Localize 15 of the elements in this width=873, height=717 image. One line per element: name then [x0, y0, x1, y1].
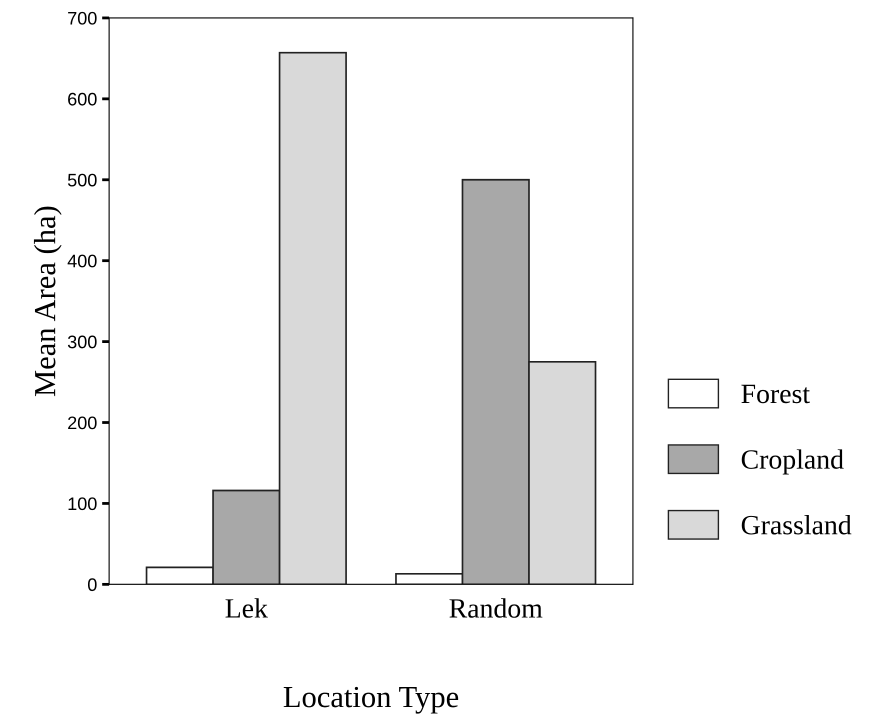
legend-label: Cropland: [742, 449, 844, 475]
y-tick-label: 700: [68, 12, 97, 25]
legend-label: Grassland: [742, 514, 852, 534]
y-tick-label: 100: [68, 497, 97, 510]
y-tick-label: 300: [68, 336, 97, 348]
y-axis-title: Mean Area (ha): [34, 206, 62, 396]
y-tick-label: 200: [68, 416, 97, 430]
x-tick-label: Random: [449, 598, 542, 618]
x-axis-title: Location Type: [284, 686, 458, 714]
x-tick-label: Lek: [226, 598, 268, 618]
y-tick-label: 600: [68, 92, 97, 106]
y-tick-label: 0: [88, 578, 97, 592]
y-tick-label: 400: [68, 254, 97, 268]
legend-label: Forest: [741, 384, 810, 404]
y-tick-label: 500: [68, 174, 97, 186]
